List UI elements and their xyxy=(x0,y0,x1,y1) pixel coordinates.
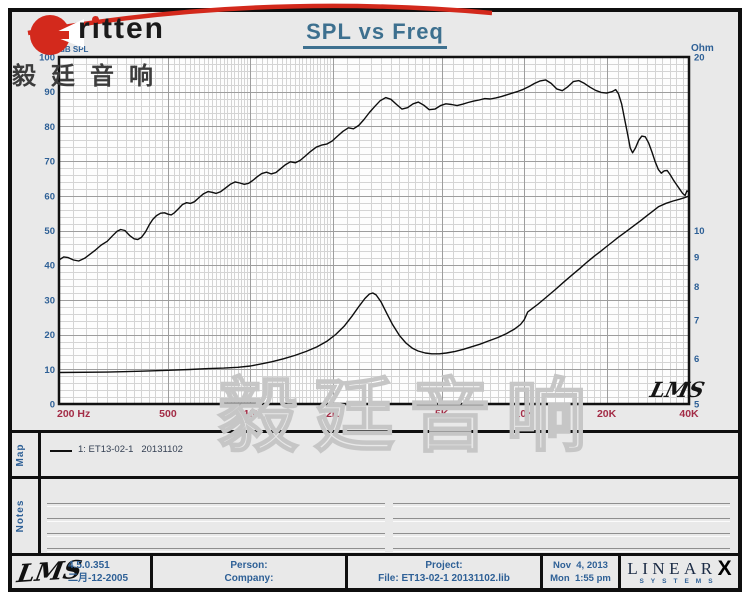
divider xyxy=(12,430,738,433)
divider xyxy=(540,556,543,588)
svg-text:30: 30 xyxy=(44,295,55,306)
freq-axis-labels: 200 Hz 500 1K 2K 5K 10K 20K 40K xyxy=(57,408,699,420)
person-label: Person: xyxy=(230,560,268,571)
right-axis-labels: 20 10 9 8 7 6 5 Ohm xyxy=(691,43,714,411)
footer-version-cell: LMS 4.5.0.351 二月-12-2005 xyxy=(12,555,150,588)
brand-text: ritten xyxy=(78,12,165,45)
svg-text:8: 8 xyxy=(694,282,699,293)
plot-background xyxy=(59,57,689,404)
svg-text:5K: 5K xyxy=(435,408,449,420)
svg-text:100: 100 xyxy=(39,53,55,64)
svg-text:dB SPL: dB SPL xyxy=(60,45,89,54)
version-text: 4.5.0.351 xyxy=(68,560,110,571)
footer-project-cell: Project: File: ET13-02-1 20131102.lib xyxy=(348,556,540,588)
svg-text:6: 6 xyxy=(694,354,699,365)
linearx-letters: LINEAR xyxy=(627,558,717,578)
note-line xyxy=(47,518,385,522)
note-line xyxy=(47,533,385,537)
note-line xyxy=(47,503,385,507)
left-axis-labels: 0 10 20 30 40 50 60 70 80 90 100 dB SPL xyxy=(39,45,88,411)
project-label: Project: xyxy=(425,560,463,571)
spl-curve xyxy=(58,79,690,262)
svg-text:7: 7 xyxy=(694,315,699,326)
lms-chart-mark: LMS xyxy=(647,378,707,403)
plot-border xyxy=(57,55,691,406)
note-line xyxy=(393,533,730,537)
svg-text:50: 50 xyxy=(44,226,55,237)
linearx-x: X xyxy=(717,556,732,580)
note-line xyxy=(393,503,730,507)
svg-text:2K: 2K xyxy=(326,408,340,420)
brand-chinese-text: 毅廷音响 xyxy=(12,63,168,90)
svg-text:10: 10 xyxy=(44,365,55,376)
version-date: 二月-12-2005 xyxy=(68,573,129,584)
time-text: Mon 1:55 pm xyxy=(550,573,611,584)
footer-person-cell: Person: Company: xyxy=(153,556,345,588)
divider xyxy=(150,556,153,588)
divider xyxy=(618,556,621,588)
svg-text:5: 5 xyxy=(694,400,700,411)
linearx-systems: SYSTEMS xyxy=(639,577,720,585)
svg-text:20: 20 xyxy=(44,330,55,341)
impedance-curve xyxy=(58,195,690,374)
footer-date-cell: Nov 4, 2013 Mon 1:55 pm xyxy=(543,556,618,588)
divider xyxy=(345,556,348,588)
brand-logo-icon xyxy=(30,15,84,55)
svg-text:1K: 1K xyxy=(244,408,258,420)
svg-text:80: 80 xyxy=(44,122,55,133)
svg-text:0: 0 xyxy=(50,400,55,411)
svg-text:60: 60 xyxy=(44,191,55,202)
note-line xyxy=(47,548,385,552)
map-label: Map xyxy=(15,443,26,466)
map-label-cell: Map xyxy=(12,433,38,476)
svg-text:40K: 40K xyxy=(679,408,699,420)
svg-text:10K: 10K xyxy=(515,408,535,420)
footer-row: LMS 4.5.0.351 二月-12-2005 Person: Company… xyxy=(12,555,738,588)
notes-label: Notes xyxy=(15,499,26,533)
notes-label-cell: Notes xyxy=(12,479,38,553)
svg-text:10: 10 xyxy=(694,226,705,237)
svg-text:200 Hz: 200 Hz xyxy=(57,408,90,420)
linearx-logo: LINEAR X SYSTEMS xyxy=(621,556,738,588)
svg-text:40: 40 xyxy=(44,261,55,272)
svg-text:20: 20 xyxy=(694,53,705,64)
divider xyxy=(12,553,738,556)
map-row: Map 1: ET13-02-1 20131102 xyxy=(12,433,738,476)
legend-line-swatch xyxy=(50,450,72,452)
svg-text:90: 90 xyxy=(44,87,55,98)
divider xyxy=(12,476,738,479)
file-label: File: ET13-02-1 20131102.lib xyxy=(378,573,510,584)
svg-text:9: 9 xyxy=(694,252,699,263)
grid-major xyxy=(59,57,689,404)
notes-row: Notes xyxy=(12,479,738,553)
svg-text:70: 70 xyxy=(44,157,55,168)
svg-text:500: 500 xyxy=(159,408,177,420)
svg-text:LMS: LMS xyxy=(647,378,707,403)
grid-minor xyxy=(59,57,689,404)
divider xyxy=(38,479,41,553)
company-label: Company: xyxy=(224,573,274,584)
divider xyxy=(38,433,41,476)
spl-vs-freq-chart: 0 10 20 30 40 50 60 70 80 90 100 dB SPL 20 10 9 8 7 6 5 Ohm… xyxy=(39,43,714,420)
note-line xyxy=(393,548,730,552)
svg-text:20K: 20K xyxy=(597,408,617,420)
brand-i-dot xyxy=(92,16,99,23)
note-line xyxy=(393,518,730,522)
legend-entry: 1: ET13-02-1 20131102 xyxy=(78,444,183,455)
date-text: Nov 4, 2013 xyxy=(553,560,608,571)
svg-text:Ohm: Ohm xyxy=(691,43,714,54)
